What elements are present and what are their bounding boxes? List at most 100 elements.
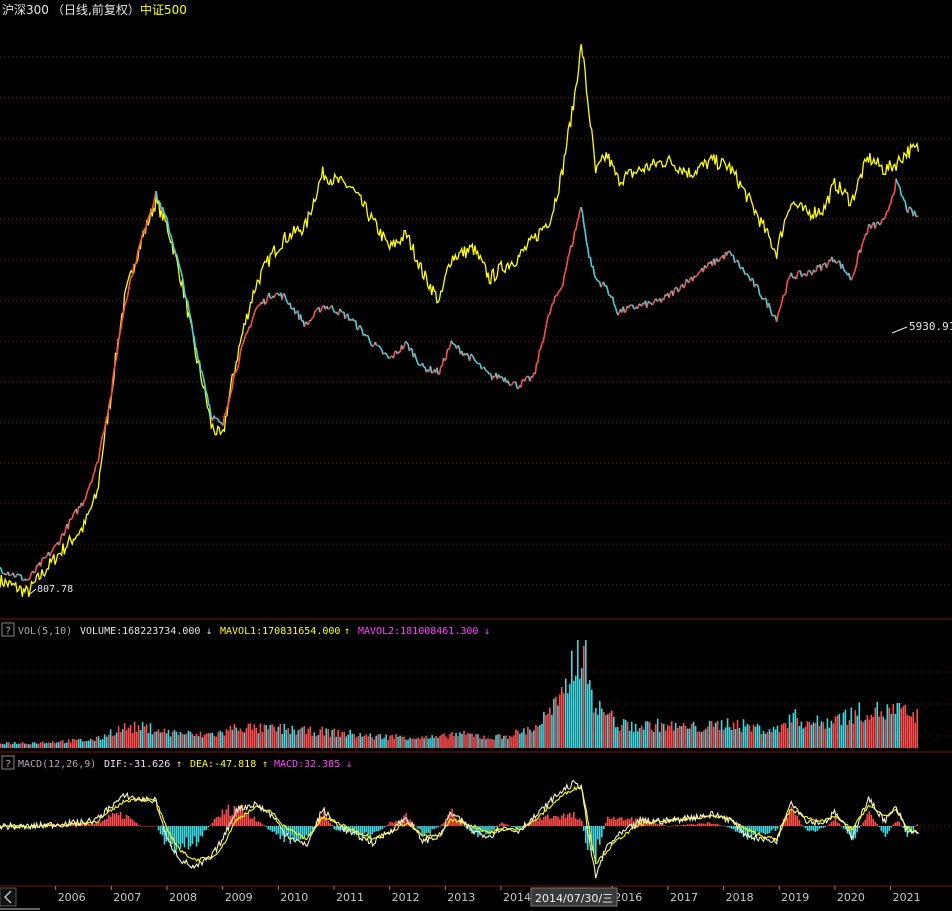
macd-bar — [531, 821, 533, 826]
volume-bar — [483, 735, 485, 748]
volume-bar — [738, 727, 741, 748]
volume-value: VOLUME:168223734.000 — [80, 626, 200, 637]
volume-bar — [493, 739, 495, 748]
series-segment-hs300 — [118, 329, 122, 336]
volume-bar — [912, 712, 914, 748]
series-segment-hs300 — [155, 190, 159, 201]
macd-bar — [459, 823, 461, 826]
macd-bar — [914, 826, 916, 827]
series-segment-hs300 — [205, 391, 209, 396]
series-segment-hs300 — [84, 493, 88, 500]
volume-bar — [243, 732, 246, 748]
volume-indicator-name[interactable]: VOL(5,10) — [18, 626, 72, 637]
volume-bar — [567, 693, 569, 748]
volume-bar — [473, 736, 475, 748]
x-tick-label: 2021 — [893, 891, 921, 904]
x-tick-label: 2010 — [280, 891, 308, 904]
volume-bar — [137, 725, 140, 748]
macd-bar — [439, 826, 441, 827]
macd-bar — [616, 818, 619, 826]
macd-bar — [796, 815, 799, 826]
macd-bar — [131, 819, 134, 826]
series-segment-hs300 — [98, 443, 102, 452]
series-segment-hs300 — [382, 352, 386, 355]
volume-bar — [613, 716, 615, 748]
macd-bar — [277, 826, 280, 834]
macd-bar — [325, 814, 327, 826]
volume-bar — [295, 734, 298, 748]
series-segment-hs300 — [264, 302, 267, 305]
volume-bar — [255, 727, 258, 748]
series-segment-hs300 — [253, 308, 257, 313]
macd-bar — [762, 826, 765, 834]
series-segment-hs300 — [580, 206, 584, 214]
macd-help-button[interactable] — [1, 755, 15, 770]
macd-bar — [437, 826, 439, 828]
volume-bar — [798, 726, 801, 748]
macd-bar — [603, 826, 605, 830]
series-segment-hs300 — [105, 414, 109, 419]
series-segment-hs300 — [274, 292, 278, 296]
macd-bar — [800, 824, 803, 826]
macd-bar — [209, 825, 212, 826]
macd-bar — [275, 826, 278, 835]
macd-bar — [694, 824, 697, 826]
volume-bar — [71, 738, 74, 748]
volume-help-button[interactable] — [1, 622, 15, 637]
volume-bar — [511, 737, 513, 748]
volume-bar — [91, 739, 94, 748]
volume-bar — [351, 733, 353, 748]
series-segment-hs300 — [525, 375, 528, 378]
volume-bar — [395, 734, 397, 748]
volume-bar — [688, 728, 691, 748]
macd-bar — [756, 826, 759, 832]
volume-bar — [303, 726, 306, 748]
series-segment-hs300 — [181, 276, 185, 286]
macd-bar — [151, 826, 154, 827]
series-segment-hs300 — [475, 361, 479, 364]
macd-bar — [279, 826, 282, 840]
series-segment-hs300 — [216, 417, 219, 420]
volume-bar — [81, 741, 84, 748]
volume-bar — [309, 726, 312, 748]
volume-bar — [902, 706, 905, 748]
series-segment-hs300 — [842, 268, 846, 273]
volume-bar — [219, 730, 222, 748]
volume-bar — [321, 726, 324, 748]
macd-bar — [409, 819, 411, 826]
series-segment-hs300 — [779, 301, 783, 307]
volume-bar — [435, 736, 437, 748]
volume-bar — [183, 734, 186, 748]
macd-bar — [844, 826, 847, 830]
volume-bar — [211, 732, 214, 748]
volume-bar — [35, 743, 38, 748]
macd-bar — [567, 814, 569, 826]
volume-bar — [658, 731, 661, 748]
series-segment-hs300 — [543, 327, 547, 336]
dea-arrow: ↑ — [262, 759, 268, 770]
series-segment-hs300 — [309, 319, 312, 322]
series-segment-hs300 — [100, 435, 104, 444]
macd-bar — [884, 826, 887, 837]
volume-bar — [620, 724, 623, 748]
series-segment-hs300 — [268, 292, 272, 299]
macd-bar — [537, 820, 539, 826]
volume-bar — [642, 729, 645, 748]
series-segment-hs300 — [12, 572, 16, 578]
series-segment-hs300 — [327, 307, 330, 310]
macd-bar — [185, 826, 188, 838]
volume-arrow: ↓ — [206, 626, 212, 637]
macd-bar — [866, 814, 869, 826]
volume-bar — [85, 741, 88, 748]
macd-bar — [666, 825, 669, 827]
series-segment-hs300 — [14, 576, 16, 579]
series-segment-hs300 — [539, 343, 543, 350]
macd-bar — [860, 825, 863, 826]
scroll-left-button[interactable] — [0, 887, 17, 907]
macd-bar — [121, 819, 124, 826]
macd-indicator-name[interactable]: MACD(12,26,9) — [18, 759, 96, 770]
macd-bar — [133, 821, 136, 826]
volume-bar — [728, 727, 731, 748]
series-segment-hs300 — [374, 341, 378, 346]
